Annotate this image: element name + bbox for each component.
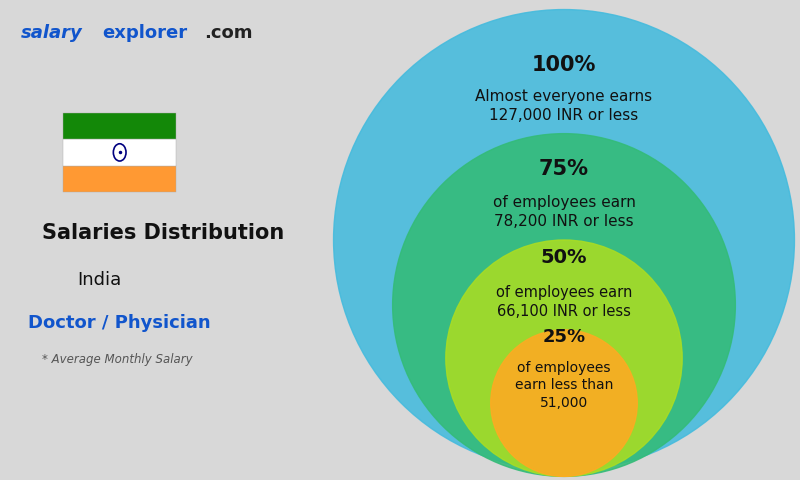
Text: 25%: 25% [542, 328, 586, 346]
Circle shape [490, 330, 638, 476]
Text: of employees earn
66,100 INR or less: of employees earn 66,100 INR or less [496, 285, 632, 319]
Circle shape [334, 10, 794, 470]
Bar [63, 113, 176, 139]
Text: 100%: 100% [532, 55, 596, 75]
Text: salary: salary [21, 24, 83, 42]
Text: India: India [78, 271, 122, 289]
Text: explorer: explorer [102, 24, 187, 42]
Text: 50%: 50% [541, 248, 587, 267]
Text: Almost everyone earns
127,000 INR or less: Almost everyone earns 127,000 INR or les… [475, 89, 653, 123]
Text: of employees
earn less than
51,000: of employees earn less than 51,000 [515, 360, 613, 410]
Text: Salaries Distribution: Salaries Distribution [42, 223, 285, 243]
Text: .com: .com [204, 24, 253, 42]
Bar [63, 139, 176, 166]
Bar [63, 166, 176, 192]
Circle shape [446, 240, 682, 476]
Text: of employees earn
78,200 INR or less: of employees earn 78,200 INR or less [493, 195, 635, 229]
Text: 75%: 75% [539, 159, 589, 179]
Text: Doctor / Physician: Doctor / Physician [28, 314, 210, 332]
Text: * Average Monthly Salary: * Average Monthly Salary [42, 353, 193, 366]
Circle shape [393, 133, 735, 476]
